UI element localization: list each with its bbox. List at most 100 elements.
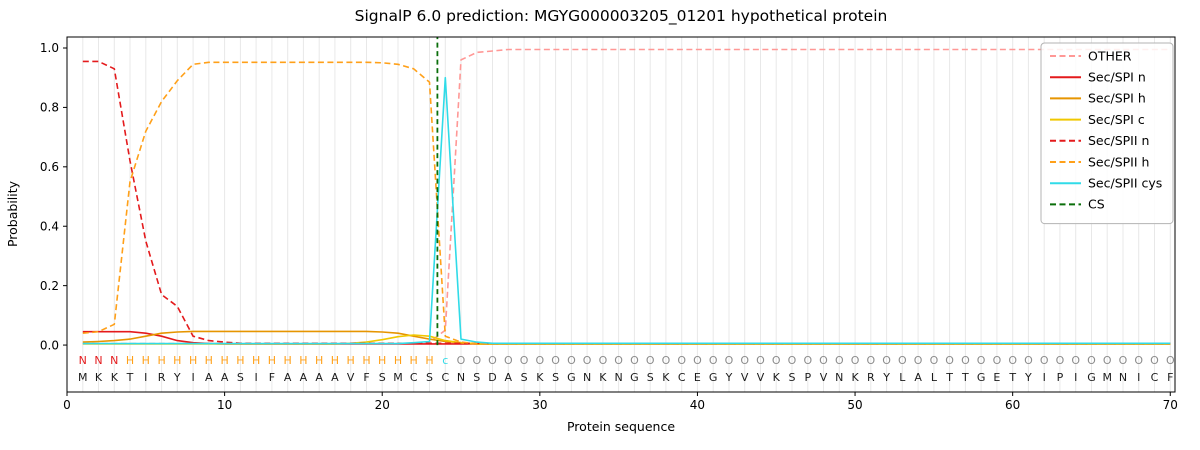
annotation-letter: O [1056,354,1065,367]
sequence-letter: L [931,371,938,384]
annotation-letter: O [866,354,875,367]
annotation-letter: H [252,354,260,367]
annotation-letter: O [1040,354,1049,367]
x-tick-label: 10 [217,398,232,412]
sequence-letter: T [126,371,134,384]
annotation-letter: O [520,354,529,367]
annotation-letter: O [1024,354,1033,367]
annotation-letter: H [362,354,370,367]
sequence-letter: I [1043,371,1046,384]
legend-label: OTHER [1088,48,1132,63]
sequence-letter: M [78,371,88,384]
sequence-letter: G [977,371,986,384]
annotation-letter: O [677,354,686,367]
annotation-letter: O [567,354,576,367]
annotation-letter: O [740,354,749,367]
legend: OTHER Sec/SPI n Sec/SPI h Sec/SPI c Sec/SPII… [1040,42,1174,225]
annotation-letter: H [299,354,307,367]
sequence-letter: K [773,371,781,384]
sequence-letter: M [1102,371,1112,384]
sequence-letter: I [254,371,257,384]
sequence-letter: E [993,371,1000,384]
series-line-sec-spii-h [82,61,1171,345]
series-lines [82,48,1171,345]
sequence-letter: P [1057,371,1064,384]
annotation-letter: c [442,354,448,367]
annotation-letter: O [1119,354,1128,367]
sequence-letter: S [237,371,244,384]
annotation-letter: O [788,354,797,367]
legend-label: Sec/SPI c [1088,112,1145,127]
annotation-letter: H [315,354,323,367]
sequence-letter: S [473,371,480,384]
legend-label: Sec/SPI h [1088,91,1146,106]
annotation-letter: O [1166,354,1175,367]
x-tick-label: 0 [63,398,71,412]
annotation-letter: O [1134,354,1143,367]
sequence-letter: V [741,371,749,384]
annotation-letter: H [220,354,228,367]
annotation-letter: O [1103,354,1112,367]
sequence-letter: F [1167,371,1173,384]
annotation-letter: O [488,354,497,367]
sequence-letter: N [614,371,622,384]
x-tick-label: 40 [690,398,705,412]
annotation-letter: O [977,354,986,367]
x-tick-label: 50 [847,398,862,412]
annotation-letter: O [709,354,718,367]
sequence-letter: A [505,371,513,384]
sequence-letter: S [647,371,654,384]
y-axis: 0.0 0.2 0.4 0.6 0.8 1.0 [40,41,67,352]
legend-label: Sec/SPII cys [1088,176,1162,191]
sequence-letter: S [521,371,528,384]
sequence-letter: I [1137,371,1140,384]
x-tick-label: 30 [532,398,547,412]
sequence-letter: A [221,371,229,384]
sequence-letter: G [567,371,576,384]
sequence-letter: C [1151,371,1159,384]
sequence-letter: G [1087,371,1096,384]
annotation-letter: H [205,354,213,367]
annotation-letter: O [898,354,907,367]
sequence-letter: N [835,371,843,384]
sequence-letter: K [95,371,103,384]
legend-label: Sec/SPII n [1088,133,1149,148]
y-tick-label: 0.2 [40,279,59,293]
annotation-letter: H [347,354,355,367]
annotation-letter: O [756,354,765,367]
sequence-letter: L [899,371,906,384]
annotation-letter: O [993,354,1002,367]
sequence-letter: V [820,371,828,384]
annotation-letter: O [472,354,481,367]
annotation-letter: H [126,354,134,367]
annotation-letter: H [410,354,418,367]
annotation-letter: O [583,354,592,367]
sequence-letter: F [269,371,275,384]
annotation-letter: H [284,354,292,367]
annotation-letter: O [1008,354,1017,367]
sequence-letter: A [914,371,922,384]
annotation-letter: O [646,354,655,367]
annotation-letter: O [930,354,939,367]
sequence-letter: V [347,371,355,384]
annotation-letter: H [236,354,244,367]
x-axis: 0 10 20 30 40 50 60 70 [63,392,1178,412]
annotation-letter: H [378,354,386,367]
sequence-letter: C [678,371,686,384]
sequence-letter: P [804,371,811,384]
y-tick-label: 0.6 [40,160,59,174]
sequence-letter: K [111,371,119,384]
annotation-letter: H [173,354,181,367]
sequence-letter: R [867,371,875,384]
sequence-letter: M [393,371,403,384]
annotation-letter: O [725,354,734,367]
annotation-letter: H [394,354,402,367]
sequence-letter: K [536,371,544,384]
sequence-letter: N [457,371,465,384]
y-tick-label: 0.0 [40,338,59,352]
sequence-letter: Y [173,371,181,384]
annotation-letter: O [835,354,844,367]
